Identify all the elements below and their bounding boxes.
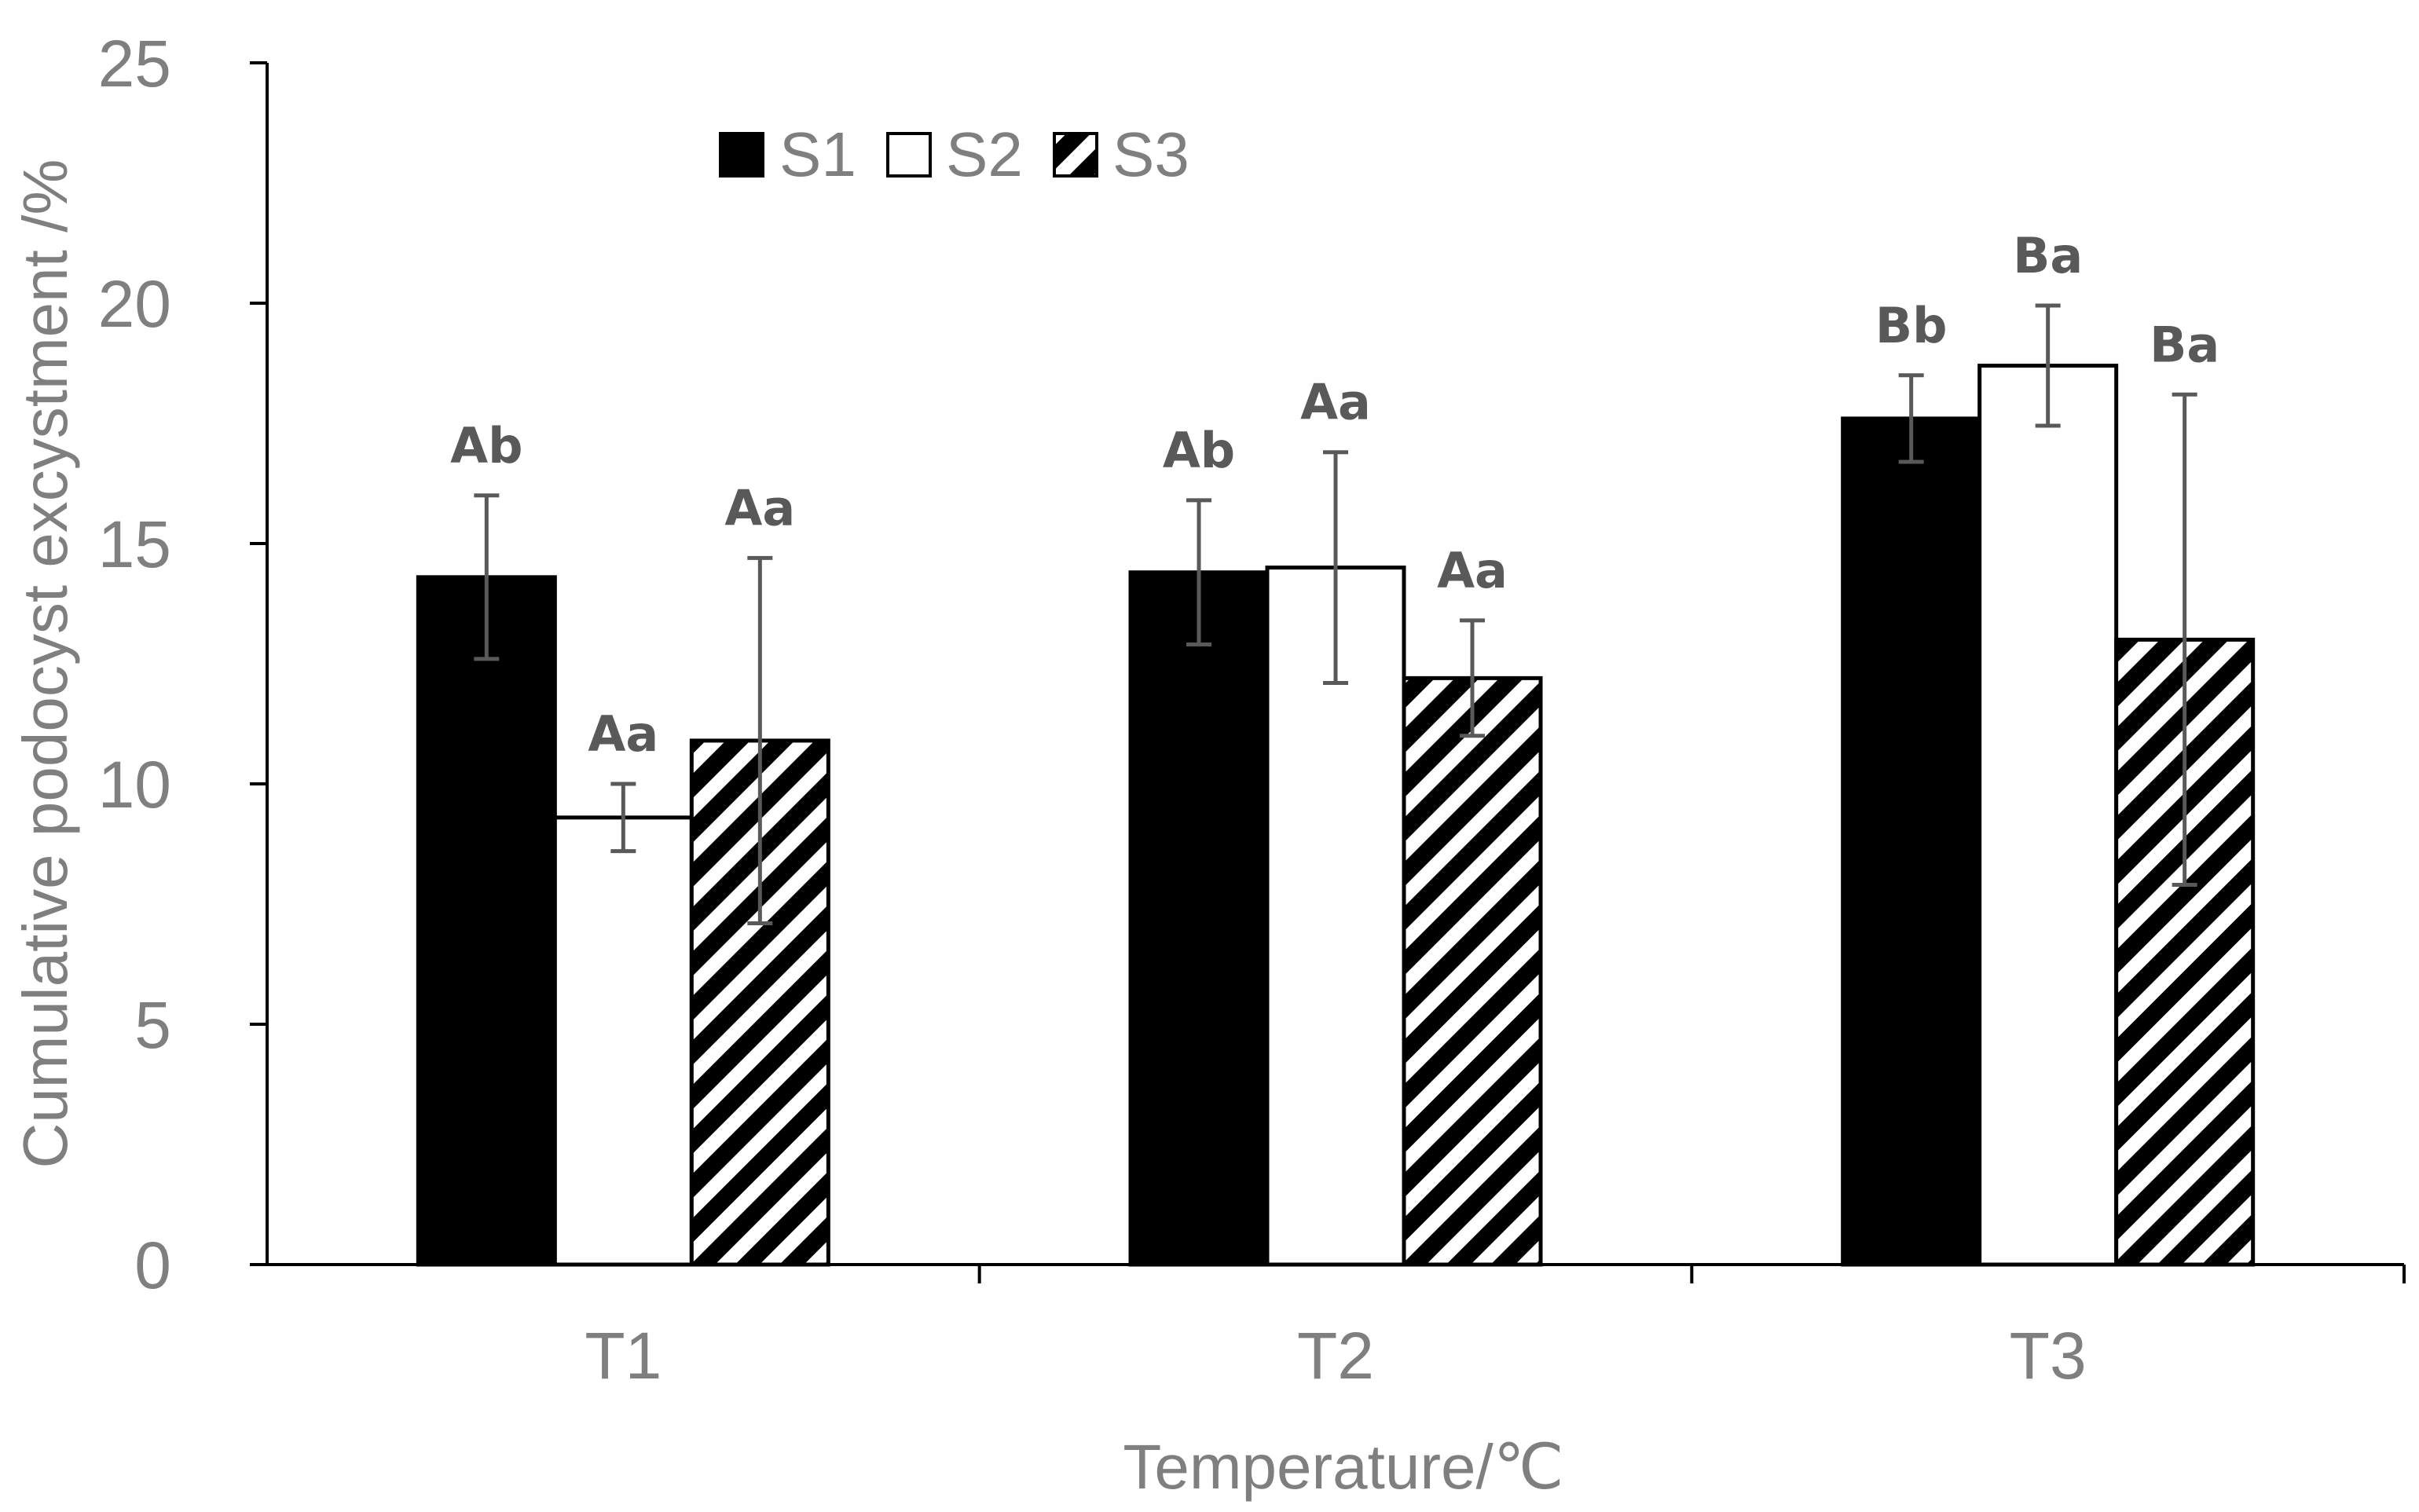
error-bar [747, 555, 773, 925]
bar-s1-t2 [1128, 570, 1270, 1267]
bar-s3-t2 [1402, 675, 1543, 1267]
y-tick-label: 5 [134, 988, 171, 1062]
significance-labels: Ab Ab Bb Aa Aa Ba Aa Aa Ba [450, 227, 2219, 763]
y-tick-label: 0 [134, 1228, 171, 1302]
significance-label: Aa [724, 479, 795, 536]
bar-s2-t1 [552, 815, 694, 1267]
x-tick-label: T2 [1297, 1319, 1374, 1393]
legend: S1 S2 S3 [719, 119, 1189, 189]
bar-s2-t3 [1977, 364, 2119, 1267]
error-bar [1186, 498, 1211, 647]
error-bar [474, 493, 500, 661]
x-axis-ticks: T1 T2 T3 [585, 1265, 2406, 1393]
y-axis-title: Cumulative podocyst excystment /% [10, 159, 80, 1169]
significance-label: Bb [1875, 297, 1948, 354]
error-bar [1460, 618, 1485, 738]
error-bars [474, 303, 2197, 925]
legend-label-s1: S1 [779, 119, 856, 189]
x-tick-label: T1 [585, 1319, 662, 1393]
error-bar [1898, 373, 1924, 464]
y-tick-label: 20 [98, 267, 171, 341]
legend-swatch-s1 [719, 132, 764, 178]
bar-s1-t1 [416, 575, 557, 1267]
legend-swatch-s2 [886, 132, 932, 178]
y-tick-label: 10 [98, 748, 171, 822]
y-tick-label: 15 [98, 507, 171, 581]
significance-label: Ba [2013, 227, 2083, 284]
error-bar [2172, 392, 2197, 888]
significance-label: Ab [1163, 422, 1235, 479]
error-bar [610, 782, 636, 854]
significance-label: Aa [1437, 542, 1508, 599]
error-bar [1323, 450, 1348, 685]
legend-swatch-s3 [1053, 132, 1098, 178]
significance-label: Ab [450, 417, 522, 474]
y-axis-ticks: 0 5 10 15 20 25 [98, 27, 267, 1302]
legend-label-s3: S3 [1112, 119, 1189, 189]
bar-s1-t3 [1841, 416, 1982, 1267]
significance-label: Aa [588, 705, 658, 763]
legend-label-s2: S2 [946, 119, 1023, 189]
error-bar [2035, 303, 2061, 428]
significance-label: Ba [2150, 316, 2219, 373]
y-tick-label: 25 [98, 27, 171, 101]
x-axis-title: Temperature/℃ [1123, 1432, 1563, 1502]
significance-label: Aa [1300, 374, 1371, 431]
x-tick-label: T3 [2010, 1319, 2087, 1393]
